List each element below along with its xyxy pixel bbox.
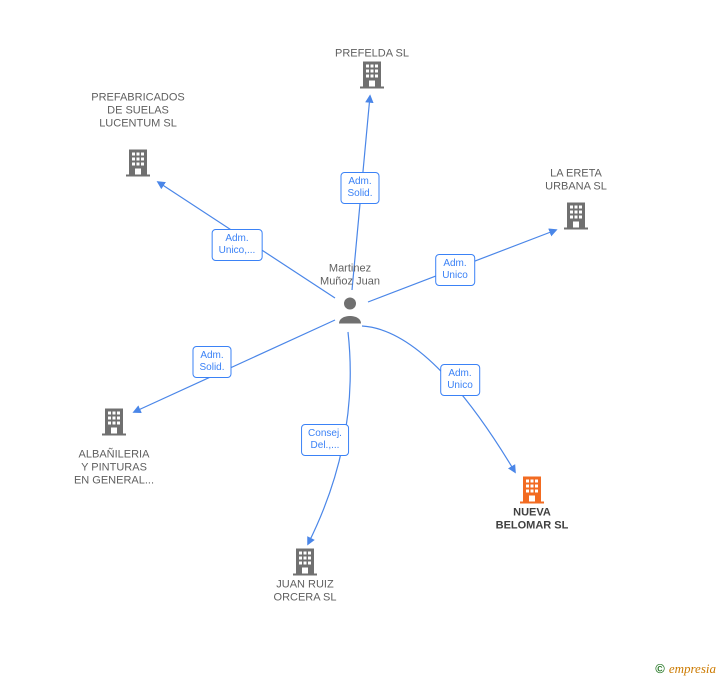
node-nueva[interactable]: NUEVA BELOMAR SL	[518, 473, 546, 512]
node-albanileria[interactable]: ALBAÑILERIA Y PINTURAS EN GENERAL...	[100, 405, 128, 444]
watermark: © empresia	[655, 661, 716, 677]
node-label: LA ERETA URBANA SL	[516, 168, 636, 194]
watermark-text: empresia	[669, 661, 716, 676]
edge-label: Adm. Unico,...	[212, 229, 263, 261]
node-label: PREFELDA SL	[312, 48, 432, 61]
edge-label: Adm. Solid.	[340, 172, 379, 204]
node-laereta[interactable]: LA ERETA URBANA SL	[562, 199, 590, 238]
node-juanruiz[interactable]: JUAN RUIZ ORCERA SL	[291, 545, 319, 584]
node-prefabricados[interactable]: PREFABRICADOS DE SUELAS LUCENTUM SL	[124, 146, 152, 185]
edge	[134, 320, 335, 412]
node-label: NUEVA BELOMAR SL	[472, 507, 592, 533]
center-node[interactable]: Martinez Muñoz Juan	[337, 294, 363, 331]
watermark-symbol: ©	[655, 661, 665, 676]
building-icon	[291, 547, 319, 582]
building-icon	[562, 201, 590, 236]
edge	[362, 326, 515, 472]
node-label: Martinez Muñoz Juan	[290, 263, 410, 289]
building-icon	[518, 475, 546, 510]
node-label: PREFABRICADOS DE SUELAS LUCENTUM SL	[78, 92, 198, 131]
edge-label: Adm. Unico	[435, 254, 475, 286]
node-label: ALBAÑILERIA Y PINTURAS EN GENERAL...	[54, 449, 174, 488]
building-icon	[358, 60, 386, 95]
node-prefelda[interactable]: PREFELDA SL	[358, 58, 386, 97]
edge-label: Adm. Solid.	[192, 346, 231, 378]
building-icon	[124, 148, 152, 183]
person-icon	[337, 296, 363, 329]
node-label: JUAN RUIZ ORCERA SL	[245, 579, 365, 605]
diagram-canvas: Martinez Muñoz Juan PREFABRICADOS DE SUE…	[0, 0, 728, 685]
edge-label: Consej. Del.,...	[301, 424, 349, 456]
edge-label: Adm. Unico	[440, 364, 480, 396]
building-icon	[100, 407, 128, 442]
